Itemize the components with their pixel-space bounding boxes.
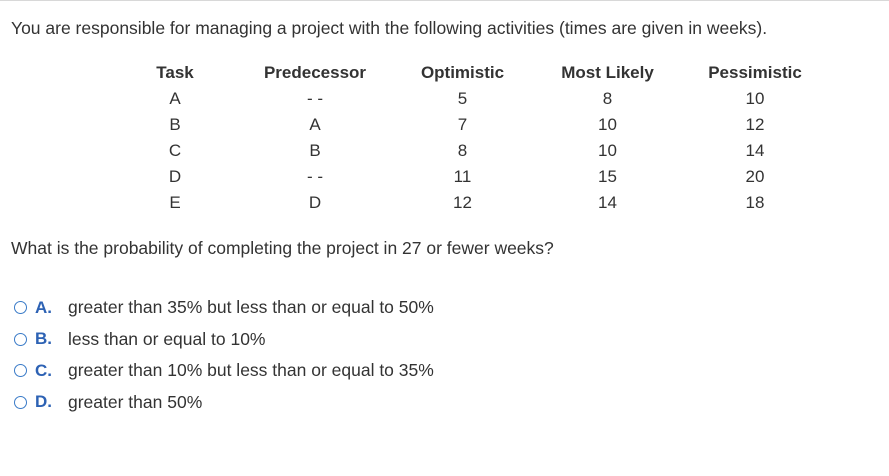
predecessor-cell: B <box>309 141 321 160</box>
question-prompt: What is the probability of completing th… <box>11 238 554 258</box>
answer-options: A. greater than 35% but less than or equ… <box>14 292 434 418</box>
option-letter: D. <box>35 392 52 412</box>
radio-button-icon[interactable] <box>14 395 27 409</box>
header-task: Task <box>156 63 194 82</box>
optimistic-cell: 11 <box>453 167 472 186</box>
task-cell: D <box>168 167 182 186</box>
table-header-row: Task Predecessor Optimistic Most Likely … <box>130 60 810 86</box>
table-row: C B 8 10 14 <box>130 138 810 164</box>
predecessor-cell: A <box>309 115 321 134</box>
table-row: A - - 5 8 10 <box>130 86 810 112</box>
activity-table: Task Predecessor Optimistic Most Likely … <box>130 60 810 216</box>
predecessor-cell: - - <box>306 167 324 186</box>
predecessor-cell: D <box>308 193 322 212</box>
question-intro: You are responsible for managing a proje… <box>11 18 768 38</box>
predecessor-cell: - - <box>306 89 324 108</box>
pessimistic-cell: 20 <box>745 167 765 186</box>
option-text: greater than 10% but less than or equal … <box>68 360 434 381</box>
table-row: D - - 11 15 20 <box>130 164 810 190</box>
most-likely-cell: 8 <box>602 89 613 108</box>
radio-button-icon[interactable] <box>14 364 27 378</box>
optimistic-cell: 5 <box>457 89 468 108</box>
pessimistic-cell: 10 <box>745 89 765 108</box>
radio-button-icon[interactable] <box>14 332 27 346</box>
header-predecessor: Predecessor <box>263 63 367 82</box>
option-letter: B. <box>35 329 52 349</box>
option-text: less than or equal to 10% <box>68 328 266 349</box>
task-cell: A <box>169 89 181 108</box>
header-pessimistic: Pessimistic <box>708 63 802 82</box>
most-likely-cell: 14 <box>598 193 617 212</box>
table-row: E D 12 14 18 <box>130 190 810 216</box>
option-letter: A. <box>35 297 52 317</box>
task-cell: E <box>169 193 181 212</box>
radio-button-icon[interactable] <box>14 301 27 315</box>
optimistic-cell: 7 <box>457 115 468 134</box>
optimistic-cell: 12 <box>453 193 472 212</box>
header-most-likely: Most Likely <box>561 63 654 82</box>
table-row: B A 7 10 12 <box>130 112 810 138</box>
option-text: greater than 35% but less than or equal … <box>68 297 434 318</box>
option-c[interactable]: C. greater than 10% but less than or equ… <box>14 355 434 387</box>
most-likely-cell: 10 <box>598 115 617 134</box>
pessimistic-cell: 18 <box>745 193 765 212</box>
option-b[interactable]: B. less than or equal to 10% <box>14 324 434 356</box>
option-d[interactable]: D. greater than 50% <box>14 387 434 419</box>
task-cell: B <box>169 115 181 134</box>
task-cell: C <box>168 141 182 160</box>
option-text: greater than 50% <box>68 391 203 412</box>
option-letter: C. <box>35 360 52 380</box>
most-likely-cell: 10 <box>598 141 617 160</box>
pessimistic-cell: 12 <box>745 115 765 134</box>
top-divider <box>0 0 889 1</box>
optimistic-cell: 8 <box>457 141 468 160</box>
option-a[interactable]: A. greater than 35% but less than or equ… <box>14 292 434 324</box>
most-likely-cell: 15 <box>598 167 617 186</box>
header-optimistic: Optimistic <box>420 63 505 82</box>
pessimistic-cell: 14 <box>745 141 765 160</box>
